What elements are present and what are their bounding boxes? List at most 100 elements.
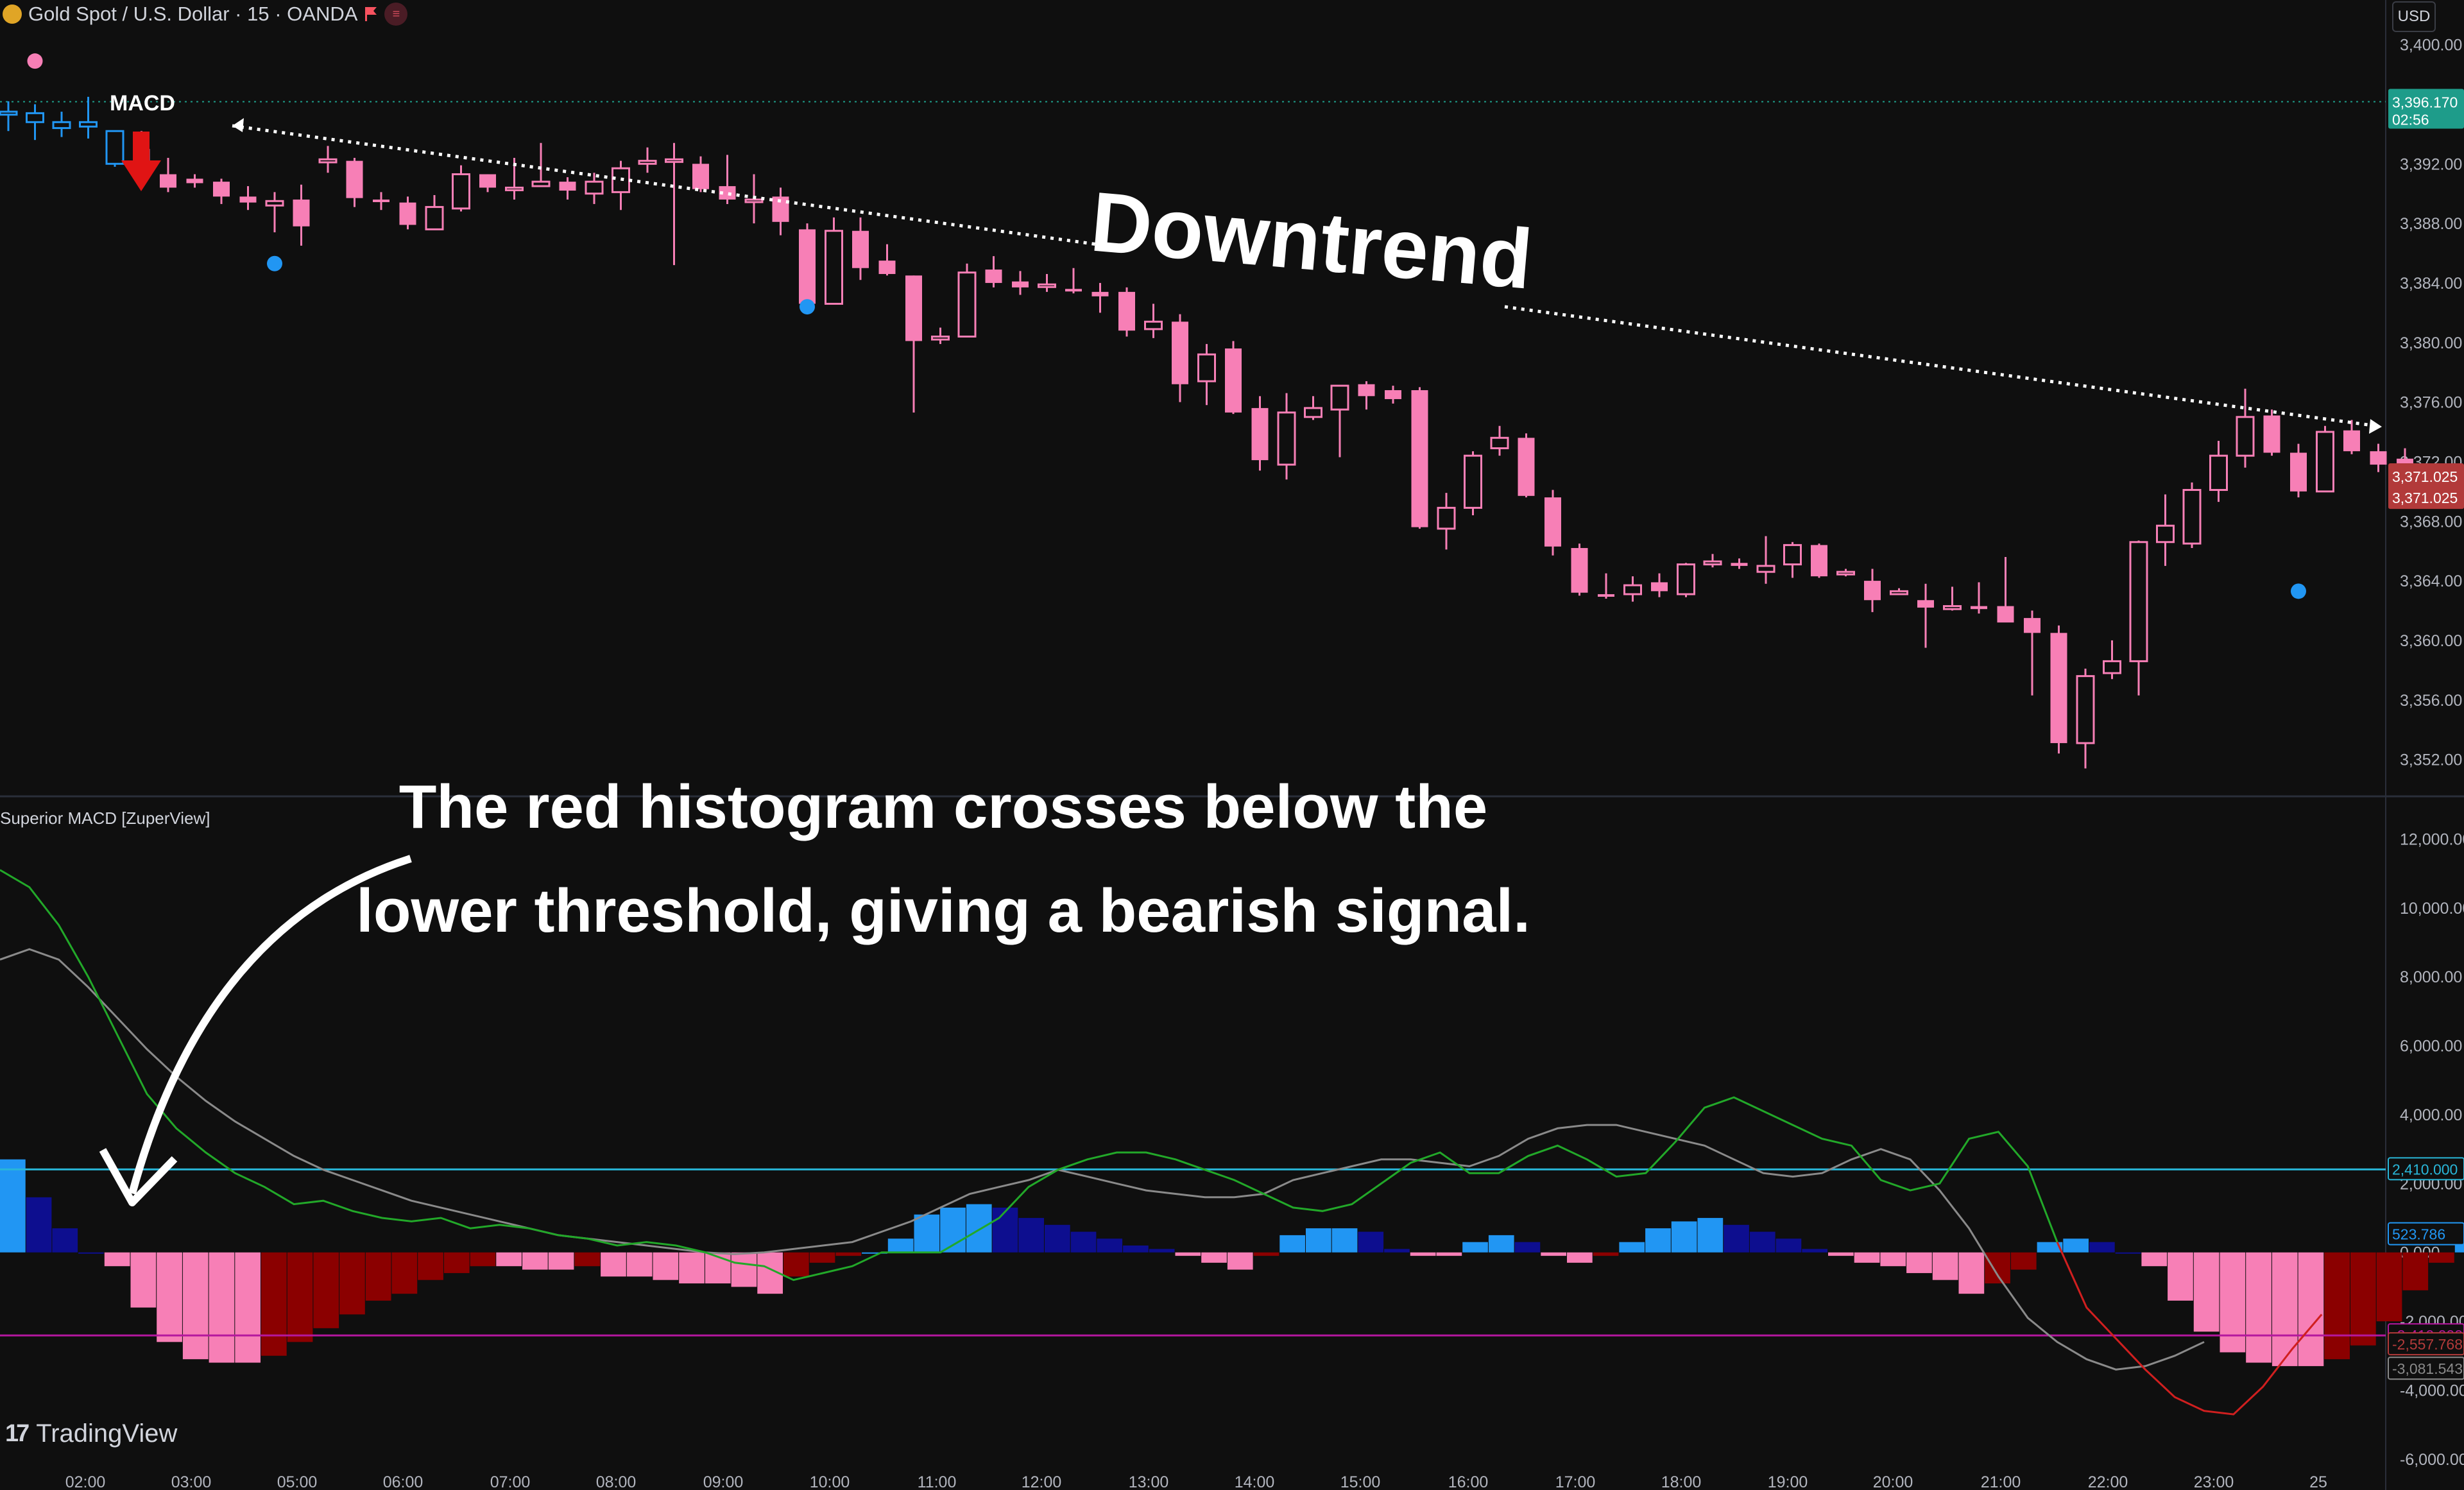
candle[interactable]	[1437, 493, 1456, 550]
candle[interactable]	[2129, 540, 2148, 696]
candle[interactable]	[1571, 544, 1588, 596]
candle[interactable]	[638, 147, 657, 173]
candle[interactable]	[905, 275, 922, 413]
candle[interactable]	[1490, 425, 1509, 456]
flag-icon[interactable]	[364, 6, 378, 22]
histogram-bar	[1227, 1252, 1253, 1270]
candle[interactable]	[1756, 536, 1775, 584]
macd-histogram[interactable]	[0, 1159, 2464, 1366]
candle[interactable]	[0, 101, 18, 132]
candle[interactable]	[1330, 384, 1349, 458]
candle[interactable]	[2156, 494, 2175, 566]
candle[interactable]	[1277, 393, 1296, 480]
candle[interactable]	[1518, 433, 1535, 498]
histogram-bar	[1854, 1252, 1880, 1263]
candle[interactable]	[1890, 588, 1908, 595]
candle[interactable]	[931, 327, 950, 345]
candle[interactable]	[1225, 341, 1242, 415]
currency-button[interactable]: USD	[2392, 1, 2436, 32]
candle[interactable]	[957, 263, 977, 338]
candle[interactable]	[1197, 344, 1216, 406]
candle[interactable]	[2290, 443, 2307, 498]
candle[interactable]	[2024, 610, 2041, 696]
candle[interactable]	[852, 217, 869, 280]
candle[interactable]	[1971, 582, 1987, 614]
candle[interactable]	[585, 173, 604, 204]
candle[interactable]	[2182, 482, 2202, 549]
candle[interactable]	[293, 184, 310, 246]
candle[interactable]	[79, 96, 98, 139]
candle[interactable]	[1651, 573, 1668, 597]
candle[interactable]	[1943, 587, 1962, 611]
candle[interactable]	[1623, 576, 1642, 602]
candle[interactable]	[1544, 490, 1561, 556]
candle[interactable]	[1012, 271, 1029, 295]
candle[interactable]	[2370, 443, 2387, 472]
candle[interactable]	[1677, 563, 1695, 597]
candle[interactable]	[531, 142, 551, 187]
candle[interactable]	[52, 112, 71, 137]
candle[interactable]	[1358, 381, 1375, 410]
tradingview-logo[interactable]: 17 TradingView	[5, 1419, 177, 1448]
candle[interactable]	[479, 174, 496, 193]
candle[interactable]	[2343, 420, 2360, 454]
candle[interactable]	[1464, 451, 1482, 515]
candle[interactable]	[1783, 542, 1802, 578]
candle[interactable]	[452, 165, 470, 212]
candle[interactable]	[1172, 314, 1188, 402]
candle[interactable]	[1731, 558, 1748, 569]
candle[interactable]	[1836, 569, 1855, 577]
candle[interactable]	[1304, 396, 1322, 420]
time-axis[interactable]: 02:00 03:00 05:00 06:00 07:00 08:00 09:00 10:00…	[65, 1473, 2327, 1490]
candle[interactable]	[1997, 556, 2014, 623]
candle[interactable]	[719, 155, 736, 204]
candle[interactable]	[1065, 268, 1082, 294]
candle[interactable]	[425, 195, 444, 230]
candle[interactable]	[2076, 669, 2095, 769]
candle[interactable]	[1411, 387, 1428, 529]
candle[interactable]	[665, 142, 683, 266]
symbol-title[interactable]: Gold Spot / U.S. Dollar · 15 · OANDA	[28, 3, 358, 25]
candle[interactable]	[2050, 625, 2067, 754]
indicator-status-icon[interactable]: ≡	[384, 3, 408, 26]
candle[interactable]	[692, 156, 709, 193]
candle[interactable]	[105, 130, 124, 167]
candle[interactable]	[318, 146, 338, 173]
candle[interactable]	[2316, 425, 2334, 493]
candle[interactable]	[2263, 409, 2280, 456]
candle[interactable]	[1038, 274, 1056, 292]
candle[interactable]	[1703, 554, 1722, 568]
candle[interactable]	[878, 244, 896, 276]
candle[interactable]	[399, 196, 416, 230]
candle[interactable]	[1091, 282, 1109, 313]
candle[interactable]	[160, 158, 176, 193]
candle[interactable]	[1118, 287, 1135, 337]
candle[interactable]	[2103, 640, 2121, 680]
candle[interactable]	[213, 178, 230, 204]
candle[interactable]	[1251, 396, 1269, 471]
macd-lines[interactable]	[0, 869, 2323, 1416]
candle[interactable]	[2236, 388, 2255, 468]
candlestick-series[interactable]	[0, 96, 2464, 769]
candle[interactable]	[373, 192, 389, 210]
candle[interactable]	[1864, 569, 1881, 612]
indicator-title[interactable]: Superior MACD [ZuperView]	[0, 809, 210, 828]
candle[interactable]	[186, 174, 203, 188]
candle[interactable]	[825, 217, 843, 305]
candle[interactable]	[612, 160, 630, 210]
candle[interactable]	[2209, 440, 2228, 502]
candle[interactable]	[346, 158, 363, 207]
candle[interactable]	[1811, 544, 1827, 578]
candle[interactable]	[239, 186, 257, 210]
candle[interactable]	[559, 177, 576, 200]
candle[interactable]	[799, 223, 816, 310]
candle[interactable]	[1385, 386, 1401, 404]
candle[interactable]	[985, 256, 1002, 287]
candle[interactable]	[1598, 573, 1614, 599]
candle[interactable]	[1144, 304, 1163, 338]
symbol-header[interactable]: Gold Spot / U.S. Dollar · 15 · OANDA ≡	[0, 0, 408, 28]
candle[interactable]	[265, 192, 284, 233]
candle[interactable]	[1917, 583, 1934, 648]
candle[interactable]	[26, 104, 44, 141]
